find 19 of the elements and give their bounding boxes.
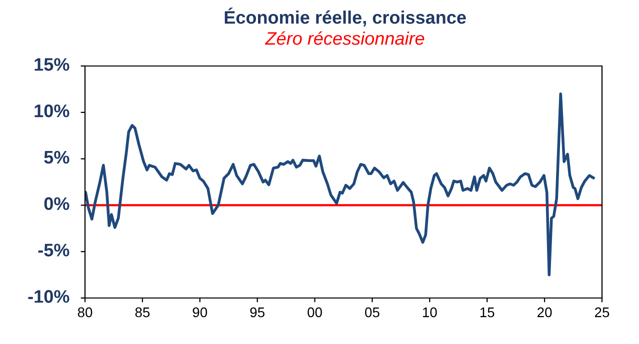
y-tick-label: 0% — [44, 197, 70, 210]
line-series — [85, 92, 595, 276]
chart-subtitle: Zéro récessionnaire — [264, 31, 424, 45]
x-tick-label: 10 — [423, 307, 437, 318]
y-tick-label: 5% — [44, 150, 70, 164]
y-tick-label: -5% — [38, 244, 70, 256]
x-tick-label: 15 — [480, 308, 494, 318]
x-tick-label: 00 — [308, 307, 322, 318]
x-tick-label: 25 — [594, 307, 610, 318]
x-tick-label: 85 — [135, 307, 150, 318]
x-tick-label: 95 — [250, 307, 264, 318]
y-tick-label: -10% — [28, 290, 70, 303]
x-tick-label: 90 — [192, 307, 208, 318]
y-tick-label: 10% — [34, 104, 70, 118]
x-tick-label: 05 — [365, 307, 380, 318]
x-tick-label: 80 — [78, 307, 92, 318]
chart-title: Économie réelle, croissance — [224, 8, 466, 26]
x-tick-label: 20 — [538, 307, 552, 318]
y-tick-label: 15% — [34, 58, 70, 71]
